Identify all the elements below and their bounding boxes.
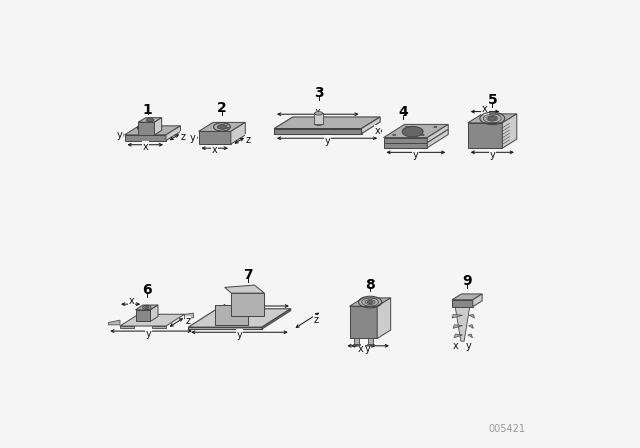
Text: x: x: [453, 341, 459, 351]
Polygon shape: [362, 117, 380, 134]
Polygon shape: [349, 298, 390, 306]
Polygon shape: [314, 113, 323, 124]
Text: y: y: [116, 130, 122, 140]
Polygon shape: [452, 294, 482, 300]
Polygon shape: [215, 305, 248, 325]
Polygon shape: [120, 326, 134, 328]
Ellipse shape: [367, 301, 373, 304]
Text: 6: 6: [142, 283, 152, 297]
Text: x: x: [482, 104, 488, 114]
Text: 5: 5: [488, 93, 497, 107]
Text: 4: 4: [398, 105, 408, 119]
Text: 8: 8: [365, 277, 375, 292]
Polygon shape: [502, 114, 516, 148]
Text: 005421: 005421: [489, 424, 525, 434]
Polygon shape: [377, 298, 390, 338]
Text: y: y: [466, 341, 472, 351]
Text: x: x: [374, 126, 380, 136]
Polygon shape: [136, 310, 150, 321]
Polygon shape: [274, 129, 362, 134]
Polygon shape: [188, 327, 262, 329]
Polygon shape: [468, 334, 472, 338]
Polygon shape: [198, 131, 231, 144]
Text: y: y: [146, 329, 152, 339]
Ellipse shape: [434, 126, 437, 128]
Polygon shape: [469, 314, 475, 318]
Ellipse shape: [402, 126, 423, 137]
Ellipse shape: [421, 134, 424, 136]
Text: y: y: [365, 344, 371, 353]
Polygon shape: [274, 117, 380, 129]
Ellipse shape: [145, 306, 149, 309]
Ellipse shape: [405, 126, 408, 128]
Polygon shape: [125, 135, 166, 141]
Polygon shape: [473, 294, 482, 306]
Text: x: x: [358, 344, 364, 353]
Text: z: z: [186, 316, 191, 326]
Polygon shape: [468, 123, 502, 148]
Polygon shape: [154, 118, 162, 135]
Text: 7: 7: [243, 268, 253, 282]
Polygon shape: [368, 338, 372, 344]
Polygon shape: [428, 129, 448, 148]
Polygon shape: [184, 313, 194, 319]
Polygon shape: [453, 325, 463, 328]
Polygon shape: [188, 309, 291, 327]
Text: 9: 9: [462, 274, 472, 288]
Polygon shape: [198, 122, 245, 131]
Text: x: x: [129, 296, 134, 306]
Ellipse shape: [314, 122, 323, 125]
Polygon shape: [152, 326, 166, 328]
Text: y: y: [324, 136, 330, 146]
Text: x: x: [251, 299, 257, 309]
Text: z: z: [180, 132, 186, 142]
Ellipse shape: [393, 134, 396, 136]
Polygon shape: [383, 138, 428, 142]
Polygon shape: [452, 314, 463, 318]
Polygon shape: [455, 306, 470, 341]
Ellipse shape: [488, 116, 497, 121]
Polygon shape: [454, 334, 463, 338]
Polygon shape: [353, 344, 360, 345]
Polygon shape: [452, 300, 473, 306]
Text: z: z: [246, 134, 251, 145]
Text: z: z: [314, 315, 318, 325]
Text: 1: 1: [143, 103, 152, 117]
Polygon shape: [109, 320, 120, 325]
Text: x: x: [212, 146, 218, 155]
Polygon shape: [349, 306, 377, 338]
Polygon shape: [468, 114, 516, 123]
Text: 3: 3: [314, 86, 323, 100]
Ellipse shape: [218, 125, 227, 129]
Text: x: x: [142, 142, 148, 152]
Polygon shape: [166, 126, 180, 141]
Polygon shape: [150, 305, 158, 321]
Polygon shape: [138, 122, 154, 135]
Polygon shape: [354, 338, 359, 344]
Text: y: y: [190, 133, 196, 143]
Polygon shape: [428, 125, 448, 142]
Polygon shape: [120, 314, 184, 326]
Text: 2: 2: [217, 101, 227, 115]
Text: x: x: [315, 107, 321, 117]
Polygon shape: [136, 305, 158, 310]
Text: y: y: [413, 150, 419, 160]
Polygon shape: [262, 309, 291, 329]
Text: y: y: [490, 150, 495, 160]
Polygon shape: [231, 293, 264, 316]
Polygon shape: [383, 142, 428, 148]
Polygon shape: [468, 325, 474, 328]
Polygon shape: [367, 344, 374, 345]
Polygon shape: [225, 285, 264, 293]
Ellipse shape: [147, 118, 154, 122]
Polygon shape: [125, 126, 180, 135]
Polygon shape: [231, 122, 245, 144]
Polygon shape: [383, 125, 448, 138]
Ellipse shape: [314, 112, 323, 115]
Polygon shape: [138, 118, 162, 122]
Text: y: y: [237, 330, 243, 340]
